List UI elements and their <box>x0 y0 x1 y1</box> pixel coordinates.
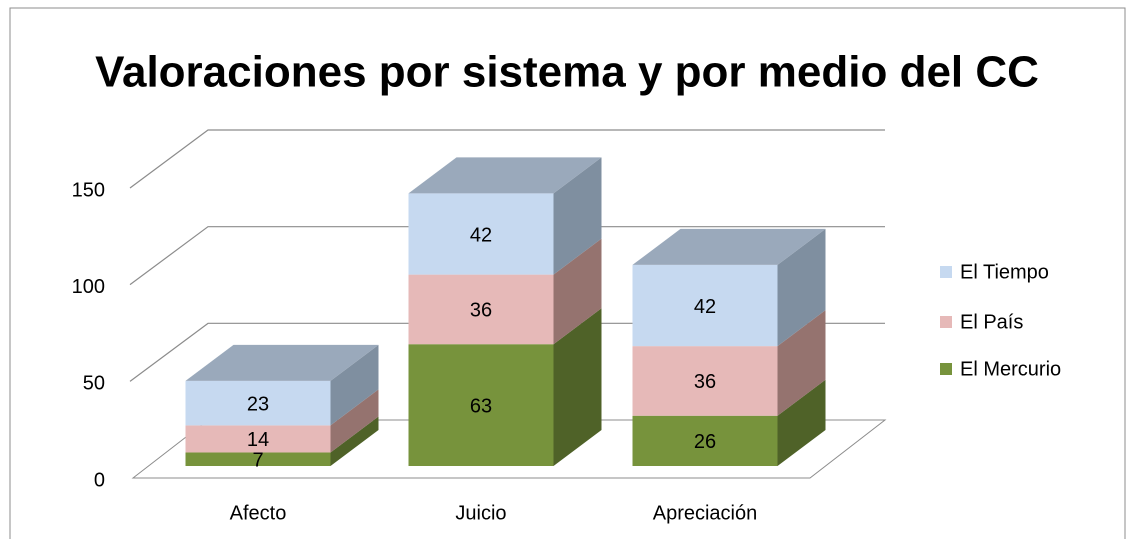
bar <box>185 425 331 453</box>
chart-title: Valoraciones por sistema y por medio del… <box>95 48 1039 97</box>
data-label: 36 <box>694 371 716 393</box>
legend-label: El Mercurio <box>960 358 1061 380</box>
bar-side <box>553 238 602 345</box>
bar-side <box>330 389 379 453</box>
bar-side <box>330 416 379 466</box>
legend-label: El País <box>960 311 1023 333</box>
bar-side <box>777 379 826 466</box>
y-tick-label: 50 <box>83 373 105 395</box>
bar <box>632 346 778 416</box>
bar-side <box>777 228 826 347</box>
x-tick-label: Afecto <box>230 502 287 524</box>
y-tick-label: 0 <box>94 469 105 491</box>
legend-swatch <box>940 363 952 375</box>
data-label: 7 <box>252 450 263 472</box>
bar-side <box>553 308 602 466</box>
data-label: 14 <box>247 429 269 451</box>
y-tick-label: 150 <box>72 179 105 201</box>
data-label: 26 <box>694 431 716 453</box>
data-label: 23 <box>247 393 269 415</box>
bar <box>632 415 778 466</box>
bar <box>185 452 331 466</box>
bar <box>408 344 554 466</box>
bar-top <box>408 157 602 194</box>
x-tick-label: Juicio <box>455 502 506 524</box>
bar-side <box>777 310 826 416</box>
bar <box>408 274 554 345</box>
bar-side <box>330 344 379 426</box>
data-label: 42 <box>470 224 492 246</box>
data-label: 36 <box>470 300 492 322</box>
data-label: 63 <box>470 395 492 417</box>
bar <box>408 193 554 275</box>
legend-swatch <box>940 266 952 278</box>
x-tick-label: Apreciación <box>653 502 758 524</box>
bar-top <box>632 228 826 265</box>
bar <box>632 264 778 347</box>
bar <box>185 380 331 426</box>
y-tick-label: 100 <box>72 276 105 298</box>
legend-label: El Tiempo <box>960 261 1049 283</box>
grid-line <box>129 226 885 286</box>
data-label: 42 <box>694 296 716 318</box>
legend-swatch <box>940 316 952 328</box>
bar-side <box>553 157 602 275</box>
bar-top <box>185 344 379 381</box>
grid-line <box>129 129 885 189</box>
